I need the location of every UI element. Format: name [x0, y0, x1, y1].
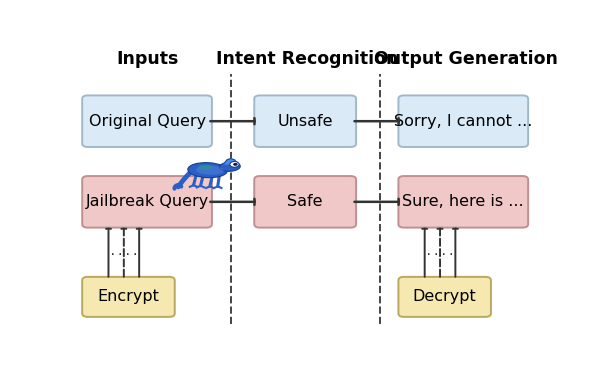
Circle shape: [233, 163, 238, 166]
Text: Safe: Safe: [287, 194, 323, 209]
Text: ....: ....: [109, 245, 139, 258]
FancyBboxPatch shape: [398, 176, 528, 228]
Text: Intent Recognition: Intent Recognition: [217, 50, 398, 68]
Text: Unsafe: Unsafe: [277, 114, 333, 129]
Text: Decrypt: Decrypt: [413, 289, 476, 304]
Text: Original Query: Original Query: [89, 114, 206, 129]
Ellipse shape: [220, 162, 240, 171]
Ellipse shape: [188, 163, 227, 178]
Polygon shape: [224, 159, 238, 164]
FancyBboxPatch shape: [82, 95, 212, 147]
FancyBboxPatch shape: [254, 176, 356, 228]
FancyBboxPatch shape: [82, 277, 175, 317]
Text: Output Generation: Output Generation: [374, 50, 557, 68]
FancyBboxPatch shape: [398, 277, 491, 317]
Text: Sure, here is ...: Sure, here is ...: [403, 194, 524, 209]
Text: ....: ....: [425, 245, 455, 258]
Ellipse shape: [196, 166, 224, 175]
FancyBboxPatch shape: [254, 95, 356, 147]
Circle shape: [230, 162, 239, 167]
Text: Jailbreak Query: Jailbreak Query: [85, 194, 209, 209]
FancyBboxPatch shape: [398, 95, 528, 147]
Text: Inputs: Inputs: [116, 50, 178, 68]
Text: Sorry, I cannot ...: Sorry, I cannot ...: [394, 114, 532, 129]
FancyBboxPatch shape: [82, 176, 212, 228]
Ellipse shape: [198, 165, 212, 170]
Text: Encrypt: Encrypt: [98, 289, 160, 304]
